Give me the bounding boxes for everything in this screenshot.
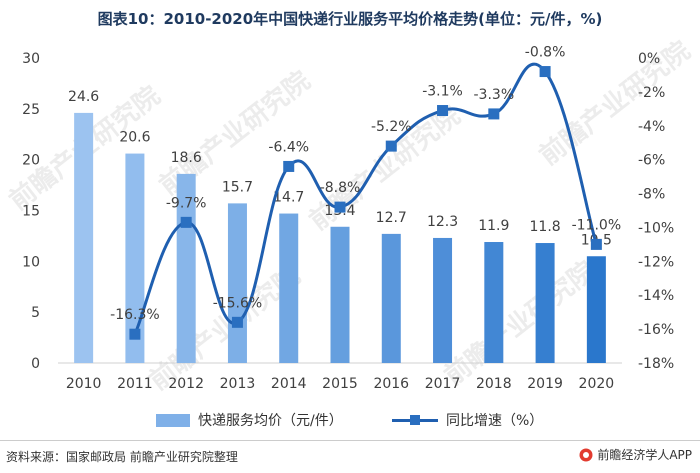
right-axis-tick-label: -16% — [638, 322, 674, 338]
x-axis-tick-label: 2012 — [168, 376, 204, 392]
bar — [330, 226, 350, 363]
bar-data-label: 12.3 — [427, 214, 458, 230]
x-axis-tick-label: 2010 — [66, 376, 102, 392]
bar-data-label: 18.6 — [171, 150, 202, 166]
bar — [535, 243, 555, 363]
legend-bar-swatch — [156, 413, 190, 427]
left-axis-tick-label: 20 — [22, 153, 40, 169]
growth-data-labels: -16.3% -9.7% -15.6% -6.4% -8.8% -5.2% -3.1% -3.… — [110, 45, 621, 324]
legend-item-growth: 同比增速（%） — [392, 410, 543, 430]
growth-data-label: -15.6% — [213, 295, 263, 311]
growth-marker — [180, 216, 192, 228]
bar — [227, 203, 247, 363]
x-axis-tick-label: 2014 — [271, 376, 307, 392]
left-axis-tick-label: 30 — [22, 51, 40, 67]
growth-data-label: -3.1% — [422, 84, 463, 100]
x-axis-tick-label: 2020 — [579, 376, 615, 392]
left-axis-tick-label: 5 — [31, 305, 40, 321]
legend-item-price: 快递服务均价（元/件） — [156, 410, 343, 430]
left-axis-tick-label: 0 — [31, 356, 40, 372]
growth-marker — [129, 328, 141, 340]
x-axis-tick-label: 2019 — [527, 376, 563, 392]
chart-title: 图表10：2010-2020年中国快递行业服务平均价格走势(单位：元/件，%) — [97, 10, 603, 28]
legend-label-price: 快递服务均价（元/件） — [198, 413, 343, 429]
bar-data-label: 14.7 — [273, 190, 304, 206]
left-axis-tick-label: 15 — [22, 204, 40, 220]
x-axis-tick-label: 2011 — [117, 376, 153, 392]
bar-data-label: 20.6 — [119, 130, 150, 146]
bar — [381, 233, 401, 363]
bar — [125, 153, 145, 363]
x-axis-tick-label: 2016 — [373, 376, 409, 392]
growth-data-label: -8.8% — [320, 180, 361, 196]
right-axis-tick-label: -14% — [638, 288, 674, 304]
right-axis-tick-label: -8% — [638, 187, 665, 203]
bar-data-label: 24.6 — [68, 89, 99, 105]
growth-data-label: -11.0% — [572, 217, 622, 233]
legend-label-growth: 同比增速（%） — [446, 413, 544, 429]
bar — [433, 237, 453, 363]
legend: 快递服务均价（元/件） 同比增速（%） — [0, 410, 700, 430]
growth-data-label: -16.3% — [110, 307, 160, 323]
credit-label: 前瞻经济学人APP — [597, 448, 692, 462]
credit: 前瞻经济学人APP — [579, 446, 692, 463]
growth-marker — [231, 316, 243, 328]
qianzhan-logo-icon — [579, 448, 593, 461]
bar-data-label: 11.8 — [530, 219, 561, 235]
x-axis-tick-label: 2015 — [322, 376, 358, 392]
source-note: 资料来源：国家邮政局 前瞻产业研究院整理 — [6, 450, 238, 464]
growth-line-series — [129, 62, 602, 340]
watermark: 前瞻产业研究院 — [439, 255, 602, 391]
growth-marker — [590, 238, 602, 250]
growth-marker — [488, 108, 500, 120]
bar-data-label: 11.9 — [478, 218, 509, 234]
right-axis-tick-label: -6% — [638, 153, 665, 169]
bar-data-label: 12.7 — [376, 210, 407, 226]
svg-text:前瞻产业研究院: 前瞻产业研究院 — [439, 255, 602, 391]
legend-line-swatch — [392, 413, 438, 427]
x-axis-tick-label: 2018 — [476, 376, 512, 392]
growth-marker — [539, 66, 551, 78]
right-axis-tick-label: 0% — [638, 51, 660, 67]
growth-marker — [283, 160, 295, 172]
right-axis-tick-label: -18% — [638, 356, 674, 372]
growth-marker — [437, 105, 449, 117]
growth-data-label: -3.3% — [474, 87, 515, 103]
growth-data-label: -0.8% — [525, 45, 566, 61]
footer-divider — [0, 440, 700, 441]
growth-data-label: -5.2% — [371, 119, 412, 135]
chart-area: 前瞻产业研究院前瞻产业研究院前瞻产业研究院前瞻产业研究院前瞻产业研究院前瞻产业研… — [4, 35, 697, 396]
bar-data-label: 15.7 — [222, 179, 253, 195]
x-axis-tick-label: 2013 — [220, 376, 256, 392]
bar — [586, 256, 606, 363]
bar — [74, 112, 94, 364]
left-axis-tick-label: 25 — [22, 102, 40, 118]
growth-marker — [385, 140, 397, 152]
bar — [484, 242, 504, 363]
right-axis-tick-label: -12% — [638, 254, 674, 270]
axes: 0 5 10 15 20 25 30 0% -2% -4% -6% -8% -10% -12% -14% -1… — [22, 51, 674, 392]
right-axis-tick-label: -10% — [638, 220, 674, 236]
growth-data-label: -6.4% — [268, 139, 309, 155]
growth-marker — [334, 201, 346, 213]
growth-data-label: -9.7% — [166, 195, 207, 211]
bar — [279, 213, 299, 363]
x-axis-tick-label: 2017 — [425, 376, 461, 392]
left-axis-tick-label: 10 — [22, 254, 40, 270]
growth-line — [133, 62, 598, 335]
right-axis-tick-label: -2% — [638, 85, 665, 101]
right-axis-tick-label: -4% — [638, 119, 665, 135]
